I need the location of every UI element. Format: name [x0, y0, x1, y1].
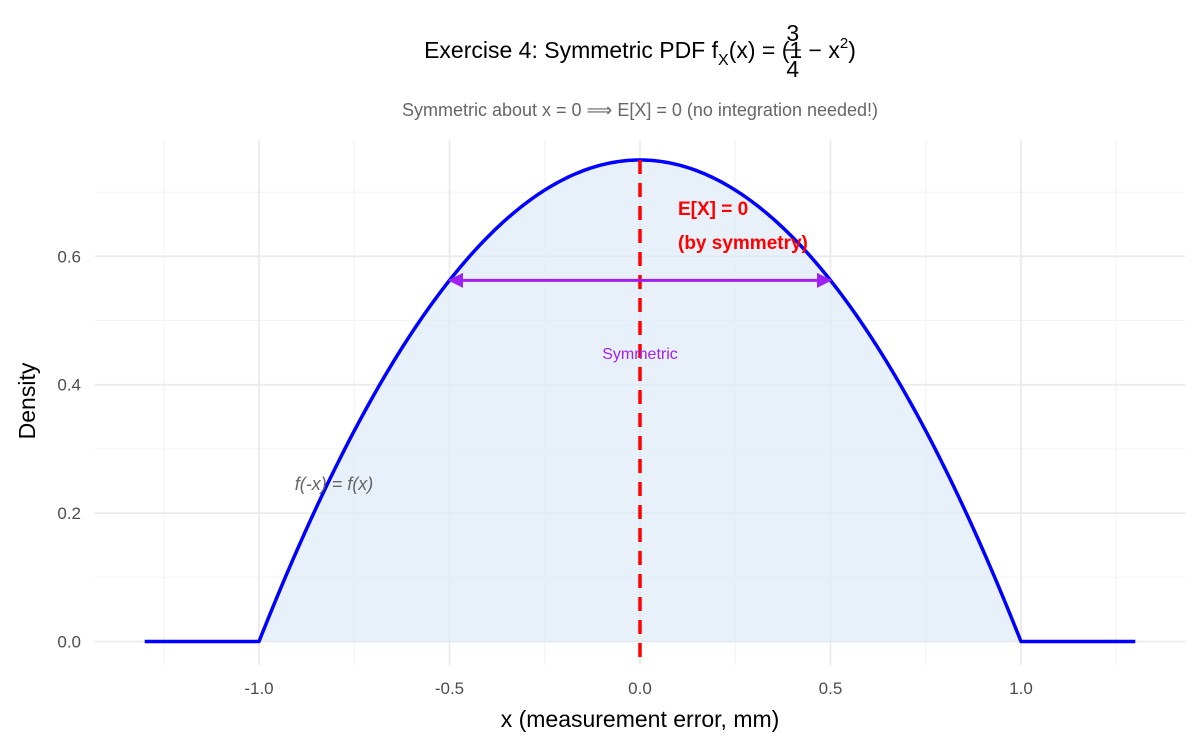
x-tick-label: -1.0 — [244, 679, 273, 698]
title-mid: (x) = — [729, 37, 782, 63]
title-close: ) — [848, 37, 856, 63]
symmetric-annotation: Symmetric — [602, 346, 678, 363]
x-tick-label: 0.5 — [819, 679, 843, 698]
y-tick-label: 0.0 — [57, 633, 81, 652]
x-tick-label: 1.0 — [1009, 679, 1033, 698]
chart-title: Exercise 4: Symmetric PDF fX(x) = (1 − x… — [424, 35, 856, 69]
chart-subtitle: Symmetric about x = 0 ⟹ E[X] = 0 (no int… — [402, 100, 878, 120]
title-fraction: 3 4 — [784, 20, 801, 82]
title-sub: X — [718, 52, 729, 69]
title-frac-num: 3 — [786, 20, 799, 46]
x-tick-label: 0.0 — [628, 679, 652, 698]
x-axis-title: x (measurement error, mm) — [501, 706, 780, 732]
y-axis-title: Density — [14, 362, 40, 439]
y-tick-label: 0.2 — [57, 504, 81, 523]
title-prefix: Exercise 4: Symmetric PDF f — [424, 37, 719, 63]
y-tick-labels: 0.0 0.2 0.4 0.6 — [57, 247, 81, 651]
symmetry-equation: f(-x) = f(x) — [295, 474, 374, 494]
mean-annotation-line1: E[X] = 0 — [678, 199, 748, 220]
x-tick-labels: -1.0 -0.5 0.0 0.5 1.0 — [244, 679, 1032, 698]
title-frac-den: 4 — [786, 56, 799, 82]
x-tick-label: -0.5 — [435, 679, 464, 698]
y-tick-label: 0.4 — [57, 376, 81, 395]
mean-annotation-line2: (by symmetry) — [678, 233, 808, 254]
title-sup: 2 — [840, 35, 848, 52]
y-tick-label: 0.6 — [57, 247, 81, 266]
